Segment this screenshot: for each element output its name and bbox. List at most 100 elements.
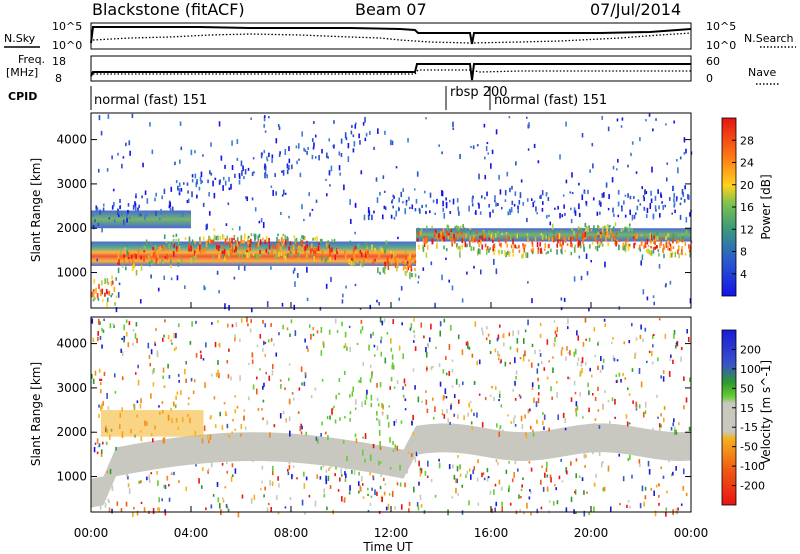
velocity-cell xyxy=(574,491,576,494)
velocity-cell xyxy=(530,467,533,472)
velocity-cell xyxy=(502,429,504,433)
velocity-cell xyxy=(168,483,170,487)
velocity-cell xyxy=(591,430,593,437)
power-cell xyxy=(164,256,167,259)
velocity-cell xyxy=(390,338,392,344)
ytick-label: 2000 xyxy=(56,221,87,235)
velocity-cell xyxy=(250,319,252,323)
power-cell xyxy=(504,250,506,256)
velocity-cell xyxy=(349,346,352,353)
power-cell xyxy=(603,225,606,229)
velocity-cell xyxy=(335,466,337,470)
power-cell xyxy=(246,251,249,257)
power-cell xyxy=(584,232,587,238)
velocity-cell xyxy=(453,474,456,480)
power-cell xyxy=(195,257,197,263)
velocity-cell xyxy=(392,440,394,446)
power-cell xyxy=(425,252,428,258)
power-cell xyxy=(352,257,355,263)
power-cell xyxy=(428,210,431,214)
velocity-cell xyxy=(251,450,253,455)
power-cell xyxy=(281,170,283,173)
power-cell xyxy=(117,292,120,298)
velocity-cell xyxy=(391,462,394,468)
velocity-cell xyxy=(140,398,142,404)
power-cell xyxy=(469,244,471,248)
power-cell xyxy=(391,199,394,202)
velocity-cell xyxy=(529,489,531,492)
velocity-cell xyxy=(380,351,383,357)
colorbar-tick-label: -100 xyxy=(740,460,765,473)
power-cell xyxy=(669,280,672,285)
velocity-cell xyxy=(326,506,328,511)
power-cell xyxy=(523,245,526,248)
power-cell xyxy=(466,243,468,248)
power-cell xyxy=(360,263,362,266)
power-cell xyxy=(238,264,240,271)
power-cell xyxy=(231,247,234,254)
power-cell xyxy=(508,116,511,119)
velocity-cell xyxy=(478,359,481,365)
velocity-cell xyxy=(270,507,272,512)
velocity-cell xyxy=(334,473,336,477)
power-cell xyxy=(267,251,270,255)
velocity-cell xyxy=(539,353,542,357)
power-cell xyxy=(154,244,157,248)
velocity-cell xyxy=(476,360,478,366)
velocity-cell xyxy=(623,341,626,345)
velocity-cell xyxy=(562,412,565,418)
power-cell xyxy=(106,302,108,308)
power-cell xyxy=(660,194,663,198)
velocity-cell xyxy=(306,449,308,456)
power-cell xyxy=(656,231,659,236)
power-cell xyxy=(275,254,278,260)
velocity-cell xyxy=(634,352,637,356)
power-cell xyxy=(647,244,650,248)
velocity-cell xyxy=(203,425,206,432)
velocity-cell xyxy=(292,465,295,468)
power-cell xyxy=(459,225,462,229)
power-cell xyxy=(373,210,375,214)
power-cell xyxy=(510,244,513,249)
velocity-cell xyxy=(514,380,516,386)
velocity-cell xyxy=(631,368,634,372)
power-cell xyxy=(235,251,238,255)
power-cell xyxy=(191,174,194,178)
power-cell xyxy=(669,252,672,258)
power-cell xyxy=(665,177,668,182)
power-cell xyxy=(205,224,208,231)
power-cell xyxy=(607,207,610,211)
power-cell xyxy=(419,230,422,235)
power-cell xyxy=(213,192,216,199)
power-cell xyxy=(354,231,356,235)
power-cell xyxy=(607,224,609,227)
power-cell xyxy=(422,267,425,271)
power-cell xyxy=(478,239,481,243)
velocity-cell xyxy=(662,370,665,374)
velocity-cell xyxy=(269,432,271,438)
velocity-cell xyxy=(532,429,534,432)
velocity-cell xyxy=(548,427,550,432)
power-cell xyxy=(639,248,642,252)
power-cell xyxy=(143,245,146,252)
power-cell xyxy=(510,207,513,213)
velocity-cell xyxy=(152,382,155,387)
power-cell xyxy=(576,238,579,242)
power-cell xyxy=(196,194,198,199)
power-cell xyxy=(530,198,533,201)
velocity-cell xyxy=(308,494,311,498)
nsky-tick-low: 10^0 xyxy=(52,39,82,52)
power-cell xyxy=(278,251,280,257)
power-cell xyxy=(658,263,661,269)
power-cell xyxy=(627,229,630,232)
power-cell xyxy=(341,299,344,304)
power-cell xyxy=(111,275,113,280)
velocity-cell xyxy=(509,502,512,506)
velocity-cell xyxy=(442,444,444,450)
velocity-cell xyxy=(343,370,346,375)
power-cell xyxy=(354,246,357,250)
power-cell xyxy=(263,124,265,128)
velocity-cell xyxy=(641,485,644,492)
power-cell xyxy=(218,121,221,127)
power-cell xyxy=(118,259,120,266)
